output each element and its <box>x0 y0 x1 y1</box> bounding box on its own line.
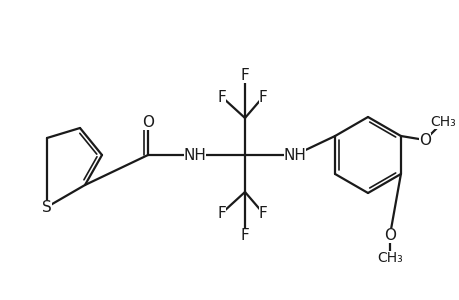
Text: F: F <box>240 227 249 242</box>
Text: F: F <box>258 206 267 220</box>
Text: O: O <box>383 227 395 242</box>
Text: F: F <box>258 89 267 104</box>
Text: F: F <box>240 68 249 82</box>
Text: F: F <box>217 89 226 104</box>
Text: O: O <box>418 133 430 148</box>
Text: NH: NH <box>283 148 306 163</box>
Text: CH₃: CH₃ <box>376 251 402 265</box>
Text: S: S <box>42 200 52 214</box>
Text: NH: NH <box>183 148 206 163</box>
Text: F: F <box>217 206 226 220</box>
Text: O: O <box>142 115 154 130</box>
Text: CH₃: CH₃ <box>429 115 455 129</box>
